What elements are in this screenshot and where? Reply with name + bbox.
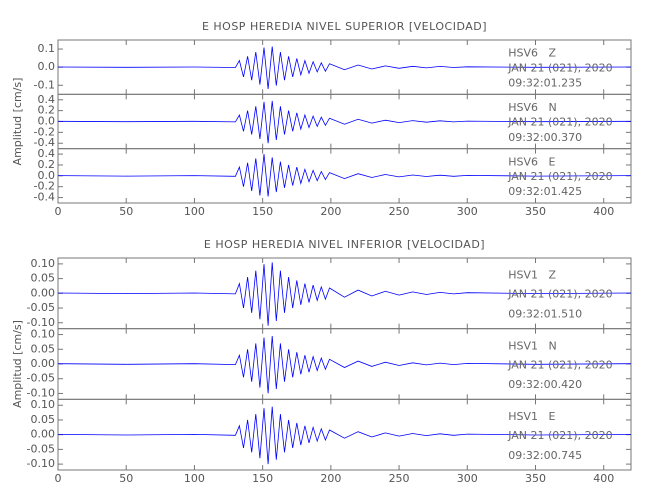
y-tick-label: 0.05 xyxy=(31,413,56,426)
y-tick-label: 0.10 xyxy=(31,257,56,270)
time-label: 09:32:00.420 xyxy=(508,378,582,391)
y-tick-label: 0.05 xyxy=(31,342,56,355)
waveform xyxy=(58,154,631,197)
x-tick-label: 250 xyxy=(389,472,410,485)
y-tick-label: -0.10 xyxy=(27,386,55,399)
y-axis-label: Amplitud [cm/s] xyxy=(11,78,24,166)
y-tick-label: 0.0 xyxy=(38,115,56,128)
y-tick-label: -0.2 xyxy=(34,180,55,193)
y-tick-label: 0.00 xyxy=(31,286,56,299)
time-label: 09:32:00.370 xyxy=(508,131,582,144)
waveform xyxy=(58,335,631,394)
y-tick-label: -0.05 xyxy=(27,442,55,455)
x-tick-label: 300 xyxy=(457,472,478,485)
y-tick-label: -0.10 xyxy=(27,457,55,470)
x-tick-label: 50 xyxy=(119,205,133,218)
y-tick-label: 0.0 xyxy=(38,169,56,182)
y-tick-label: 0.4 xyxy=(38,93,56,106)
station-label: HSV1 N xyxy=(508,339,557,352)
station-label: HSV6 E xyxy=(508,155,555,168)
time-label: 09:32:01.510 xyxy=(508,308,582,321)
waveform xyxy=(58,46,631,89)
y-tick-label: -0.05 xyxy=(27,372,55,385)
x-tick-label: 150 xyxy=(252,472,273,485)
x-tick-label: 150 xyxy=(252,205,273,218)
y-tick-label: 0.4 xyxy=(38,147,56,160)
x-tick-label: 400 xyxy=(593,205,614,218)
waveform xyxy=(58,262,631,326)
y-tick-label: 0.00 xyxy=(31,428,56,441)
x-tick-label: 400 xyxy=(593,472,614,485)
x-tick-label: 200 xyxy=(320,472,341,485)
waveform xyxy=(58,406,631,465)
station-label: HSV1 Z xyxy=(508,269,556,282)
date-label: JAN 21 (021), 2020 xyxy=(507,429,612,442)
y-tick-label: 0.05 xyxy=(31,272,56,285)
x-tick-label: 0 xyxy=(55,205,62,218)
station-label: HSV6 N xyxy=(508,101,557,114)
y-tick-label: 0.2 xyxy=(38,104,56,117)
y-tick-label: -0.10 xyxy=(27,316,55,329)
y-tick-label: -0.2 xyxy=(34,125,55,138)
y-axis-label: Amplitud [cm/s] xyxy=(11,320,24,408)
y-tick-label: -0.1 xyxy=(34,78,55,91)
time-label: 09:32:00.745 xyxy=(508,449,582,462)
x-tick-label: 350 xyxy=(525,205,546,218)
x-tick-label: 300 xyxy=(457,205,478,218)
x-tick-label: 100 xyxy=(184,472,205,485)
station-label: HSV6 Z xyxy=(508,47,556,60)
y-tick-label: 0.2 xyxy=(38,158,56,171)
waveform xyxy=(58,100,631,144)
y-tick-label: 0.10 xyxy=(31,328,56,341)
y-tick-label: -0.4 xyxy=(34,136,55,149)
time-label: 09:32:01.425 xyxy=(508,185,582,198)
panel-title: E HOSP HEREDIA NIVEL INFERIOR [VELOCIDAD… xyxy=(204,238,485,251)
date-label: JAN 21 (021), 2020 xyxy=(507,116,612,129)
y-tick-label: 0.00 xyxy=(31,357,56,370)
x-tick-label: 100 xyxy=(184,205,205,218)
y-tick-label: -0.4 xyxy=(34,191,55,204)
y-tick-label: -0.05 xyxy=(27,301,55,314)
x-tick-label: 350 xyxy=(525,472,546,485)
panel-title: E HOSP HEREDIA NIVEL SUPERIOR [VELOCIDAD… xyxy=(202,20,487,33)
date-label: JAN 21 (021), 2020 xyxy=(507,170,612,183)
date-label: JAN 21 (021), 2020 xyxy=(507,288,612,301)
x-tick-label: 0 xyxy=(55,472,62,485)
x-tick-label: 200 xyxy=(320,205,341,218)
x-tick-label: 50 xyxy=(119,472,133,485)
date-label: JAN 21 (021), 2020 xyxy=(507,61,612,74)
date-label: JAN 21 (021), 2020 xyxy=(507,358,612,371)
x-tick-label: 250 xyxy=(389,205,410,218)
time-label: 09:32:01.235 xyxy=(508,76,582,89)
station-label: HSV1 E xyxy=(508,410,555,423)
y-tick-label: 0.0 xyxy=(38,60,56,73)
y-tick-label: 0.1 xyxy=(38,42,56,55)
y-tick-label: 0.10 xyxy=(31,398,56,411)
